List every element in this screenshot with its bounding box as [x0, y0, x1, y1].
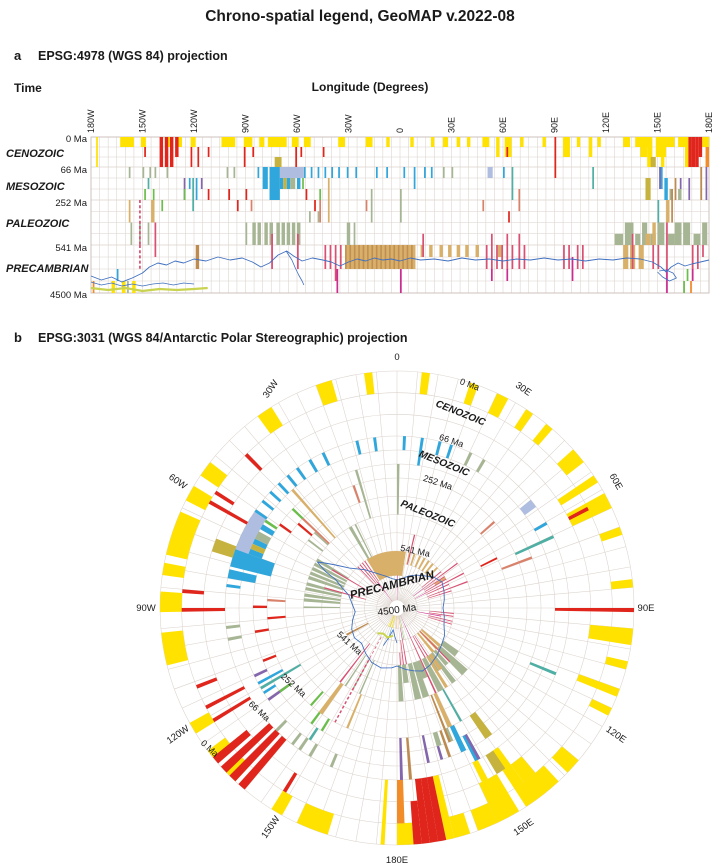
- panel-a-labels: 180W 150W 120W 90W 60W 30W 0 30E 60E 90E 120E 150E 1…: [6, 109, 714, 301]
- x-tick-label: 90E: [550, 117, 560, 133]
- panel-a-header: a EPSG:4978 (WGS 84) projection: [14, 48, 228, 63]
- time-tick-label: 66 Ma: [61, 165, 88, 176]
- panel-a-bars: [92, 137, 709, 293]
- panel-a-letter: a: [14, 48, 22, 63]
- longitude-axis-label: Longitude (Degrees): [311, 80, 429, 94]
- polar-angle-label: 30E: [513, 380, 533, 399]
- polar-center-label: 4500 Ma: [377, 602, 418, 618]
- era-label: PRECAMBRIAN: [6, 263, 90, 275]
- x-tick-label: 180E: [704, 112, 714, 133]
- polar-time-label: PALEOZOIC: [399, 498, 457, 530]
- panel-a-chart: 180W 150W 120W 90W 60W 30W 0 30E 60E 90E 120E 150E 1…: [6, 109, 714, 301]
- polar-time-label: CENOZOIC: [434, 399, 488, 429]
- x-tick-label: 120W: [189, 109, 199, 133]
- x-tick-label: 150W: [138, 109, 148, 133]
- panel-b-bars: [160, 372, 634, 845]
- panel-a-title: EPSG:4978 (WGS 84) projection: [38, 49, 228, 63]
- polar-angle-label: 150W: [259, 814, 282, 841]
- figure-title: Chrono-spatial legend, GeoMAP v.2022-08: [205, 8, 515, 25]
- polar-angle-label: 150E: [512, 817, 536, 839]
- x-tick-label: 30W: [344, 114, 354, 133]
- polar-angle-label: 60E: [607, 472, 625, 492]
- polar-angle-label: 120E: [604, 724, 628, 746]
- coastline-panel-a: [90, 250, 710, 293]
- x-tick-label: 60E: [498, 117, 508, 133]
- era-label: PALEOZOIC: [6, 218, 70, 230]
- x-tick-label: 0: [395, 128, 405, 133]
- polar-top-tick: 0: [394, 352, 399, 363]
- x-tick-label: 150E: [653, 112, 663, 133]
- x-tick-label: 180W: [86, 109, 96, 133]
- x-tick-label: 120E: [601, 112, 611, 133]
- era-label: CENOZOIC: [6, 148, 65, 160]
- time-tick-label: 4500 Ma: [50, 290, 88, 301]
- x-tick-label: 60W: [292, 114, 302, 133]
- x-tick-label: 30E: [447, 117, 457, 133]
- polar-angle-label: 30W: [261, 378, 281, 400]
- panel-b-header: b EPSG:3031 (WGS 84/Antarctic Polar Stere…: [14, 330, 408, 345]
- panel-b-title: EPSG:3031 (WGS 84/Antarctic Polar Stereo…: [38, 331, 408, 345]
- panel-b-letter: b: [14, 330, 22, 345]
- polar-angle-label: 120W: [165, 723, 192, 746]
- polar-time-label: 252 Ma: [422, 473, 454, 492]
- time-axis-label: Time: [14, 81, 42, 95]
- time-tick-label: 0 Ma: [66, 134, 88, 145]
- polar-time-label-sw: 66 Ma: [247, 699, 272, 723]
- time-tick-label: 541 Ma: [55, 243, 87, 254]
- polar-angle-label: 180E: [386, 855, 408, 866]
- polar-angle-label: 90E: [638, 603, 655, 614]
- polar-angle-label: 60W: [166, 472, 188, 492]
- era-label: MESOZOIC: [6, 181, 66, 193]
- x-tick-label: 90W: [241, 114, 251, 133]
- coastline-antarctica: [316, 561, 446, 672]
- time-tick-label: 252 Ma: [55, 198, 87, 209]
- polar-angle-label: 90W: [136, 603, 156, 614]
